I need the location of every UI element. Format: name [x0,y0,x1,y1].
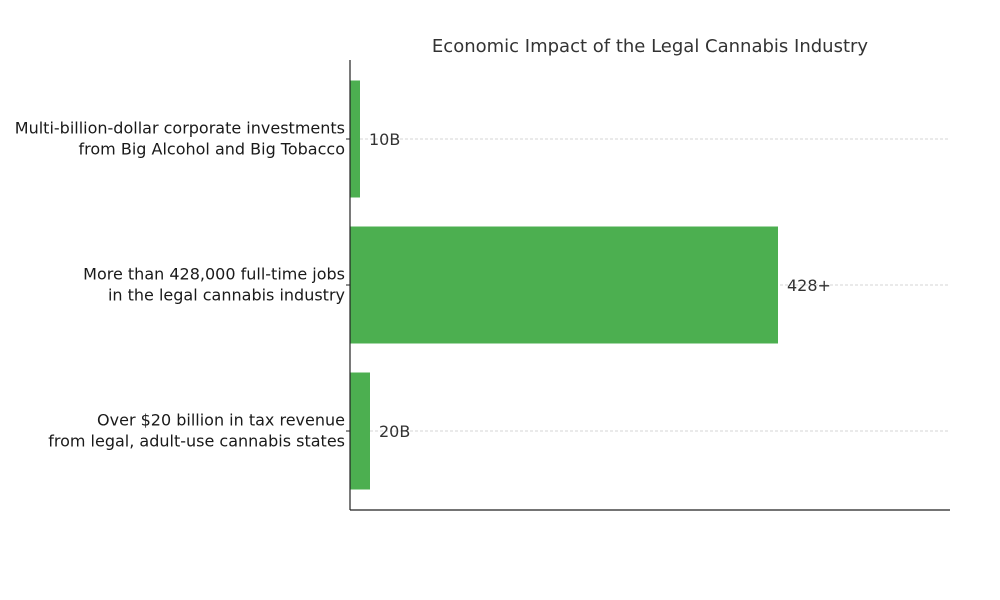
category-label: Over $20 billion in tax revenue from lega… [48,411,345,451]
bars [350,80,778,490]
category-label: More than 428,000 full-time jobs in the l… [83,265,345,305]
bar [350,226,778,344]
data-label: 10B [369,130,400,149]
bar [350,372,370,490]
chart-title: Economic Impact of the Legal Cannabis In… [432,36,868,57]
category-labels: Multi-billion-dollar corporate investmen… [15,119,345,451]
data-labels: 10B 428+ 20B [369,130,831,441]
data-label: 428+ [787,276,831,295]
category-label: Multi-billion-dollar corporate investmen… [15,119,345,159]
bar [350,80,360,198]
data-label: 20B [379,422,410,441]
